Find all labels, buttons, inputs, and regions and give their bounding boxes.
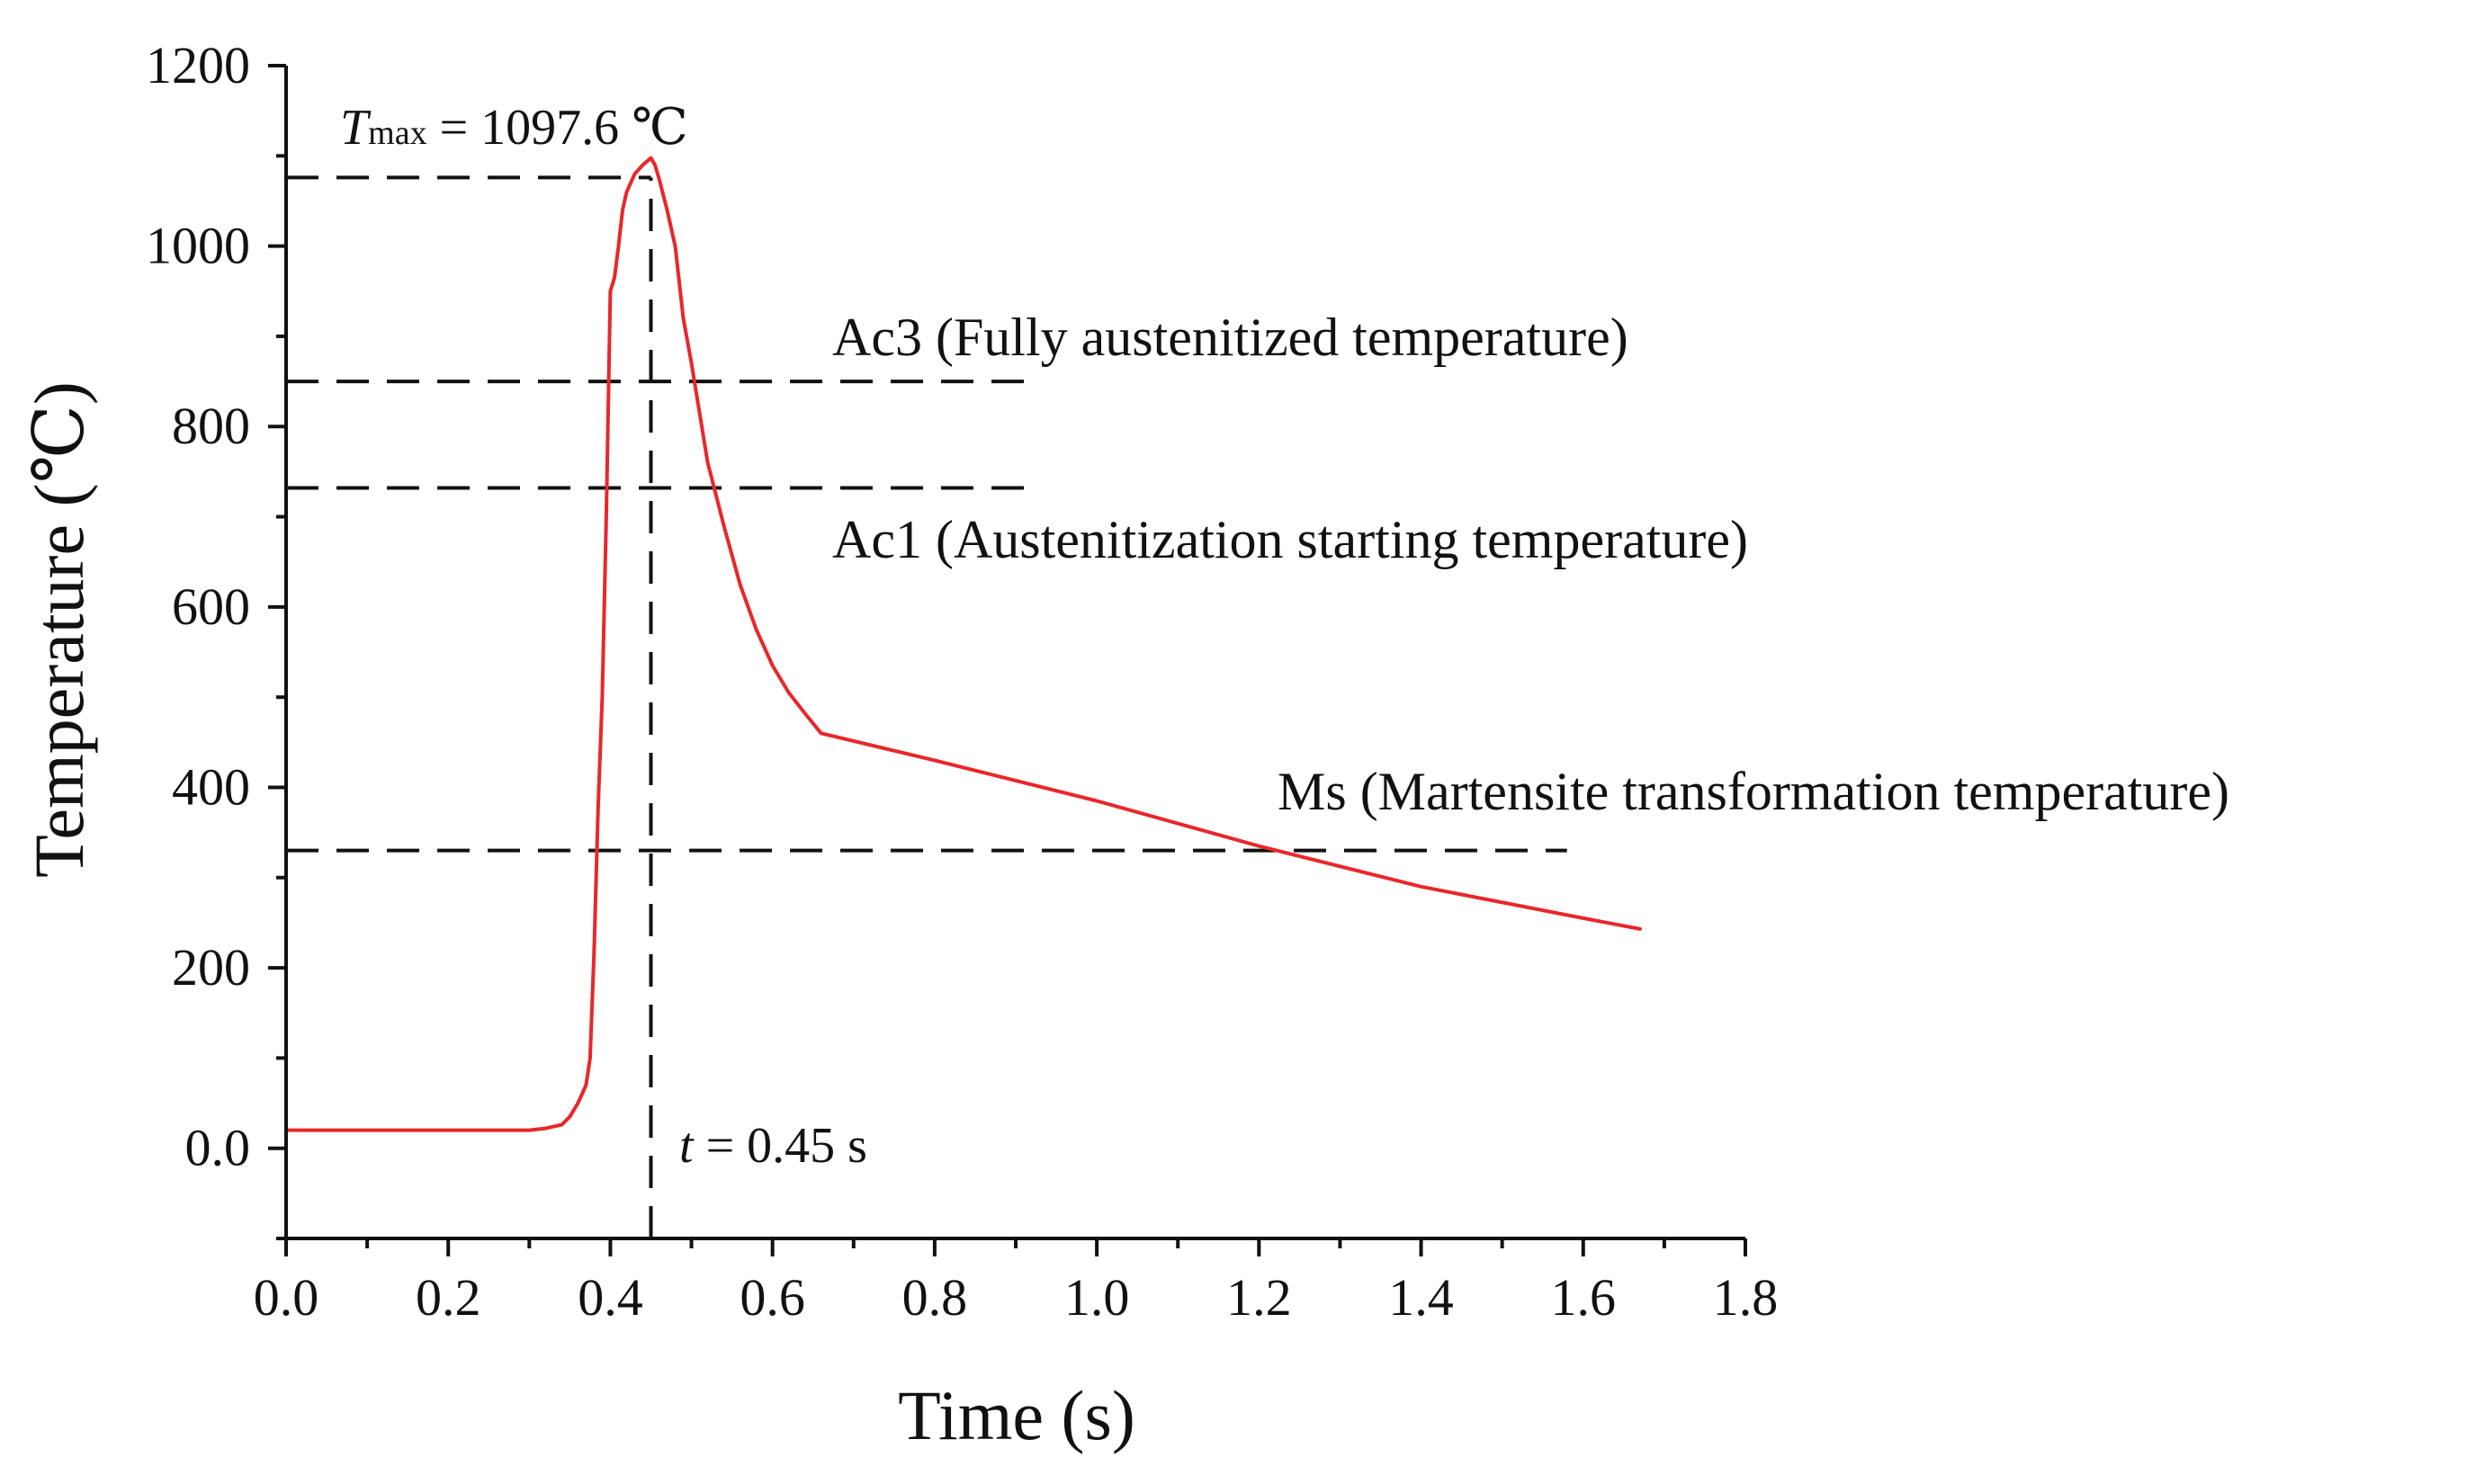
series-line: [284, 156, 1642, 1132]
y-tick-label: 600: [172, 577, 250, 636]
x-axis-ticks: 0.0 0.2 0.4 0.6 0.8 1.0 1.2 1.4 1.6 1.8: [254, 1238, 1779, 1327]
tmax-symbol: T: [340, 100, 372, 156]
t-symbol: t: [679, 1118, 695, 1174]
y-axis-title: Temperature (℃): [20, 381, 98, 878]
y-tick-label: 800: [172, 397, 250, 455]
ms-annotation: Ms (Martensite transformation temperatur…: [1278, 762, 2229, 821]
x-axis-title: Time (s): [898, 1376, 1135, 1454]
tmax-subscript: max: [368, 114, 426, 152]
x-tick-label: 0.8: [902, 1268, 968, 1327]
y-tick-label: 1000: [146, 217, 250, 275]
x-tick-label: 1.8: [1713, 1268, 1779, 1327]
x-tick-label: 1.2: [1226, 1268, 1292, 1327]
t-value: = 0.45 s: [694, 1118, 867, 1174]
x-tick-label: 0.0: [254, 1268, 319, 1327]
axes: [284, 66, 1745, 1240]
x-tick-label: 1.4: [1388, 1268, 1454, 1327]
x-tick-label: 1.6: [1551, 1268, 1617, 1327]
tmax-value: = 1097.6 ℃: [427, 100, 688, 156]
reference-lines: [286, 175, 1567, 1238]
x-tick-label: 1.0: [1064, 1268, 1130, 1327]
ac1-annotation: Ac1 (Austenitization starting temperatur…: [832, 510, 1748, 569]
y-tick-label: 200: [172, 938, 250, 997]
y-tick-label: 1200: [146, 36, 250, 94]
ac3-annotation: Ac3 (Fully austenitized temperature): [832, 308, 1628, 367]
x-tick-label: 0.6: [740, 1268, 805, 1327]
y-tick-label: 0.0: [185, 1119, 251, 1177]
x-tick-label: 0.4: [578, 1268, 643, 1327]
plot-area: [284, 156, 1642, 1132]
x-tick-label: 0.2: [416, 1268, 481, 1327]
y-tick-label: 400: [172, 757, 250, 816]
t-annotation: t = 0.45 s: [679, 1118, 867, 1174]
y-axis-ticks: 0.0 200 400 600 800 1000 1200: [146, 36, 286, 1240]
tmax-annotation: Tmax = 1097.6 ℃: [340, 100, 688, 156]
